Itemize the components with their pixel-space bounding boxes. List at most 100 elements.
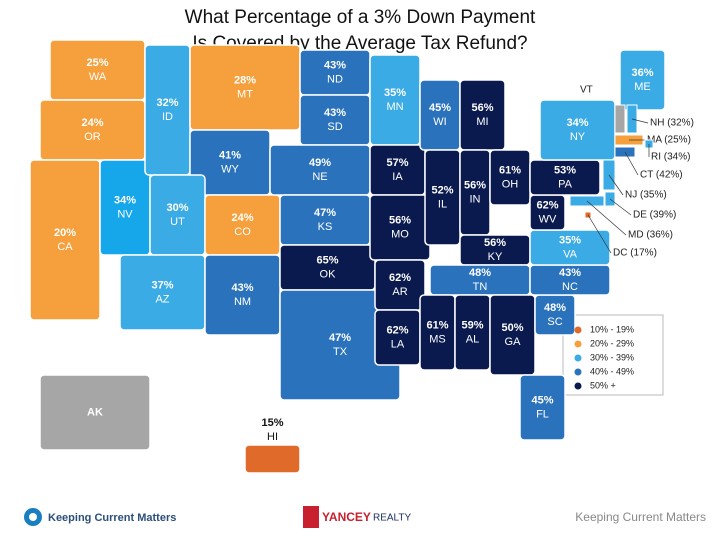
state-value: 30% (166, 202, 188, 214)
state-value: 45% (429, 102, 451, 114)
leader-line (624, 151, 639, 176)
state-abbr: CA (57, 241, 73, 253)
state-abbr: CO (234, 226, 251, 238)
state-value: 32% (156, 97, 178, 109)
state-abbr: FL (536, 408, 549, 420)
state-value: 52% (431, 184, 453, 196)
state-abbr: KY (488, 251, 503, 263)
state-abbr: OH (502, 178, 519, 190)
state-value: 45% (531, 394, 553, 406)
state-value: 35% (559, 234, 581, 246)
state (489, 294, 536, 376)
state-value: 34% (114, 194, 136, 206)
state-abbr: PA (558, 178, 573, 190)
state-abbr: WA (89, 71, 107, 83)
callout-label: CT (42%) (640, 170, 683, 181)
legend-label: 30% - 39% (590, 352, 634, 362)
state-abbr: ME (634, 81, 651, 93)
state-value: 48% (544, 302, 566, 314)
state (529, 229, 611, 266)
state-value: 20% (54, 227, 76, 239)
callout-label: RI (34%) (651, 152, 690, 163)
small-state (614, 104, 626, 134)
state-value: 62% (389, 272, 411, 284)
state-abbr: MI (476, 116, 488, 128)
state-abbr: MT (237, 88, 253, 100)
callout-label: MD (36%) (628, 230, 673, 241)
state-value: 36% (631, 67, 653, 79)
state-value: 62% (536, 199, 558, 211)
state-abbr: NY (570, 131, 586, 143)
state-value: 56% (389, 214, 411, 226)
state (519, 374, 566, 441)
callout-label: DC (17%) (613, 248, 657, 259)
left-logo: Keeping Current Matters (48, 512, 176, 524)
legend-swatch (574, 326, 582, 334)
legend-swatch (574, 340, 582, 348)
state-abbr: WY (221, 163, 239, 175)
state-value: 57% (386, 157, 408, 169)
state-value: 56% (484, 237, 506, 249)
state-value: 50% (501, 322, 523, 334)
state-value: 56% (471, 102, 493, 114)
state (619, 49, 666, 111)
state-value: 15% (261, 417, 283, 429)
state-abbr: IN (470, 193, 481, 205)
leader-line (587, 214, 612, 254)
logo-icon (29, 513, 37, 521)
callout-label: VT (580, 85, 593, 96)
state-abbr: GA (505, 336, 522, 348)
state-abbr: ID (162, 111, 173, 123)
state-abbr: KS (318, 221, 333, 233)
state-abbr: NC (562, 281, 578, 293)
right-text: Keeping Current Matters (575, 510, 706, 524)
state-abbr: LA (391, 338, 405, 350)
state-abbr: UT (170, 216, 185, 228)
state-value: 53% (554, 164, 576, 176)
legend-label: 50% + (590, 380, 616, 390)
state-value: 43% (559, 267, 581, 279)
state-value: 25% (86, 57, 108, 69)
state-abbr: SD (327, 121, 342, 133)
state-abbr: VA (563, 248, 578, 260)
state-abbr: ND (327, 73, 343, 85)
callout-label: NH (32%) (650, 118, 694, 129)
state-abbr: NV (117, 208, 133, 220)
center-logo: YANCEY (322, 510, 371, 524)
state-abbr: HI (267, 431, 278, 443)
state-value: 34% (566, 117, 588, 129)
state-abbr: SC (547, 316, 562, 328)
leader-line (608, 174, 624, 196)
realty-icon (303, 506, 319, 528)
leader-line (586, 200, 627, 236)
callout-label: DE (39%) (633, 210, 676, 221)
legend-label: 40% - 49% (590, 366, 634, 376)
leader-line (609, 198, 632, 216)
state-abbr: MN (386, 101, 403, 113)
state-abbr: MS (429, 333, 446, 345)
state (39, 374, 151, 451)
state-abbr: NE (312, 171, 327, 183)
state-value: 47% (314, 207, 336, 219)
leader-line (631, 118, 649, 124)
state-abbr: MO (391, 228, 409, 240)
state-value: 43% (324, 59, 346, 71)
legend-swatch (574, 354, 582, 362)
state-value: 59% (461, 319, 483, 331)
state-value: 61% (426, 319, 448, 331)
state-value: 43% (231, 282, 253, 294)
callout-label: MA (25%) (647, 135, 691, 146)
state-value: 28% (234, 74, 256, 86)
state-abbr: AZ (155, 293, 169, 305)
state-abbr: AK (87, 406, 103, 418)
legend-label: 10% - 19% (590, 324, 634, 334)
state-value: 47% (329, 332, 351, 344)
state-value: 48% (469, 267, 491, 279)
state-value: 37% (151, 279, 173, 291)
state-value: 35% (384, 87, 406, 99)
legend-swatch (574, 368, 582, 376)
callout-label: NJ (35%) (625, 190, 667, 201)
title-line: What Percentage of a 3% Down Payment (185, 7, 536, 28)
state-abbr: OR (84, 131, 101, 143)
